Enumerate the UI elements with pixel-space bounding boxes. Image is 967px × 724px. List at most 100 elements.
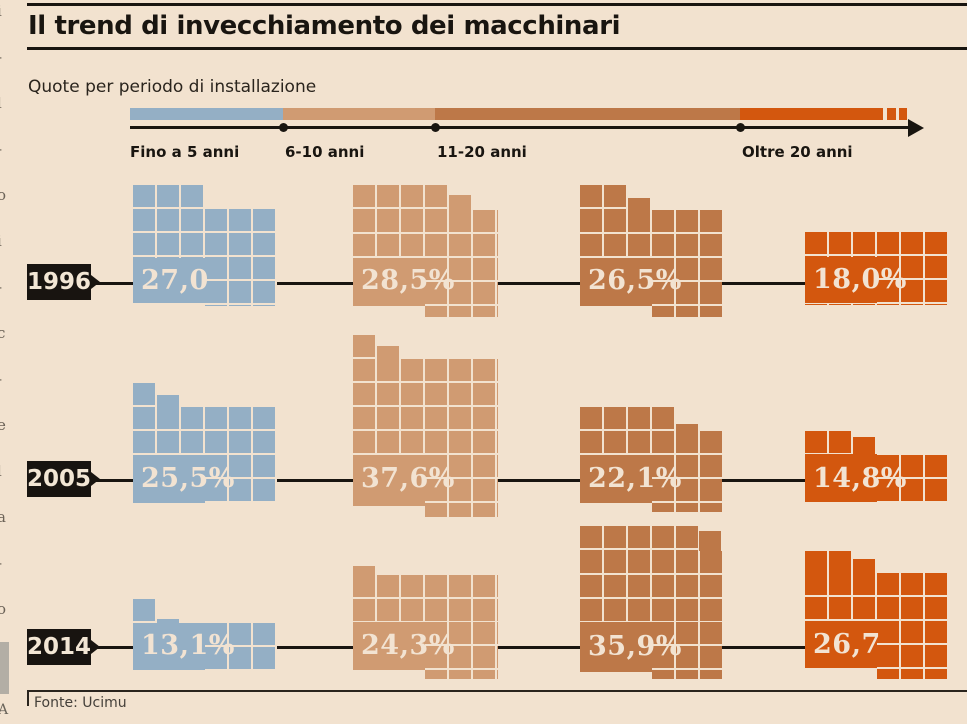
legend-segment-6-10-anni xyxy=(283,108,435,120)
waffle-2005-6-10 xyxy=(377,346,401,359)
row-line-2014 xyxy=(92,646,947,649)
waffle-2005-11-20 xyxy=(652,503,722,512)
clipping-edge-fragment: i xyxy=(0,2,2,20)
row-line-2005 xyxy=(92,479,947,482)
value-1996-11-20: 26,5% xyxy=(588,265,682,296)
waffle-2014-11-20 xyxy=(652,622,722,679)
clipping-edge-strip xyxy=(0,642,9,694)
timeline-label-fino-5-anni: Fino a 5 anni xyxy=(130,143,240,161)
value-1996-fino5: 27,0 xyxy=(141,265,209,296)
row-line-1996 xyxy=(92,282,947,285)
waffle-2014-fino5 xyxy=(133,599,157,623)
legend-segment-dash-2 xyxy=(899,108,907,120)
year-tag-2014: 2014 xyxy=(27,629,100,665)
waffle-2005-11-20 xyxy=(580,407,676,431)
waffle-2014-oltre20-labelcell xyxy=(805,621,877,668)
clipping-edge-fragment: i xyxy=(0,232,2,250)
clipping-edge-letter: A xyxy=(0,702,9,718)
clipping-edge-fragment: c xyxy=(0,324,6,342)
legend-segment-fino-5-anni xyxy=(130,108,283,120)
legend-segment-dash-1 xyxy=(887,108,896,120)
top-rule xyxy=(27,3,967,6)
waffle-2014-fino5-labelcell xyxy=(133,623,205,670)
timeline-label-6-10-anni: 6-10 anni xyxy=(285,143,365,161)
waffle-2005-oltre20 xyxy=(877,455,947,503)
waffle-2005-oltre20-labelcell xyxy=(805,454,877,502)
clipping-edge-fragment: a xyxy=(0,508,6,526)
timeline-axis xyxy=(130,126,914,129)
waffle-1996-6-10-labelcell xyxy=(353,258,425,306)
waffle-2005-fino5 xyxy=(133,383,157,407)
waffle-2014-fino5 xyxy=(205,623,277,670)
timeline-dot-2 xyxy=(431,123,440,132)
waffle-2014-oltre20 xyxy=(877,621,947,679)
waffle-2014-6-10 xyxy=(425,622,498,679)
waffle-1996-6-10 xyxy=(353,185,449,210)
timeline-label-oltre-20-anni: Oltre 20 anni xyxy=(742,143,853,161)
value-2014-11-20: 35,9% xyxy=(588,631,682,662)
timeline-dot-1 xyxy=(279,123,288,132)
waffle-2014-6-10-labelcell xyxy=(353,622,425,670)
waffle-2014-oltre20 xyxy=(805,551,853,573)
waffle-2014-11-20 xyxy=(580,526,700,551)
page-subtitle: Quote per periodo di installazione xyxy=(28,77,317,97)
timeline-label-11-20-anni: 11-20 anni xyxy=(437,143,527,161)
waffle-2005-fino5-labelcell xyxy=(133,455,205,503)
waffle-2005-6-10 xyxy=(425,455,498,517)
value-2005-oltre20: 14,8% xyxy=(813,463,907,494)
waffle-1996-11-20 xyxy=(580,185,628,210)
timeline-arrowhead-icon xyxy=(908,119,924,137)
year-tag-2005: 2005 xyxy=(27,461,100,497)
waffle-2005-6-10-labelcell xyxy=(353,455,425,506)
waffle-2005-11-20-labelcell xyxy=(580,455,652,503)
legend-segment-11-20-anni xyxy=(435,108,740,120)
clipping-edge-fragment: e xyxy=(0,416,6,434)
timeline-dot-3 xyxy=(736,123,745,132)
value-1996-6-10: 28,5% xyxy=(361,265,455,296)
waffle-2005-oltre20 xyxy=(805,431,853,454)
waffle-2014-11-20 xyxy=(699,531,722,551)
waffle-2005-fino5 xyxy=(133,407,205,455)
waffle-1996-fino5 xyxy=(133,185,205,258)
waffle-1996-oltre20-labelcell xyxy=(805,257,877,303)
clipping-edge-fragment: - xyxy=(0,278,2,296)
legend-segment-oltre-20-anni xyxy=(740,108,883,120)
waffle-2014-11-20 xyxy=(580,551,722,622)
waffle-2014-6-10 xyxy=(353,575,498,623)
waffle-2014-6-10 xyxy=(353,566,377,576)
waffle-2014-11-20-labelcell xyxy=(580,622,652,672)
clipping-edge-fragment: - xyxy=(0,48,2,66)
waffle-1996-fino5-labelcell xyxy=(133,258,205,303)
waffle-2005-11-20 xyxy=(676,424,699,431)
value-2005-11-20: 22,1% xyxy=(588,463,682,494)
value-2014-fino5: 13,1% xyxy=(141,630,235,661)
waffle-2014-fino5 xyxy=(157,619,181,624)
waffle-2005-fino5 xyxy=(157,395,181,407)
clipping-edge-fragment: l xyxy=(0,462,2,480)
clipping-edge-fragment: l xyxy=(0,94,2,112)
value-1996-oltre20: 18,0% xyxy=(813,264,907,295)
waffle-1996-fino5 xyxy=(205,209,277,306)
waffle-1996-6-10 xyxy=(425,306,498,317)
waffle-1996-6-10 xyxy=(449,195,473,210)
footer-rule xyxy=(27,690,967,692)
year-label: 1996 xyxy=(27,269,92,295)
clipping-edge-fragment: - xyxy=(0,370,2,388)
waffle-2005-fino5 xyxy=(205,407,277,503)
value-2014-oltre20: 26,7 xyxy=(813,629,881,660)
waffle-2005-oltre20 xyxy=(853,437,877,454)
value-2005-6-10: 37,6% xyxy=(361,463,455,494)
value-2005-fino5: 25,5% xyxy=(141,463,235,494)
waffle-2014-oltre20 xyxy=(805,573,947,622)
source-note: Fonte: Ucimu xyxy=(34,695,127,711)
year-label: 2005 xyxy=(27,466,92,492)
waffle-1996-11-20 xyxy=(628,198,652,210)
value-2014-6-10: 24,3% xyxy=(361,630,455,661)
clipping-edge-fragment: - xyxy=(0,140,2,158)
page-title: Il trend di invecchiamento dei macchinar… xyxy=(28,11,621,41)
waffle-2005-6-10 xyxy=(353,335,377,359)
footer-tick xyxy=(27,690,29,706)
waffle-1996-11-20 xyxy=(652,306,722,317)
waffle-2014-oltre20 xyxy=(853,559,877,573)
